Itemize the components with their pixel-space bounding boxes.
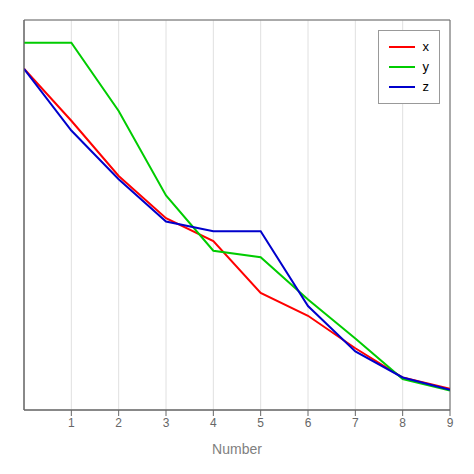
- html-text:z: z: [422, 79, 429, 94]
- html-text:y: y: [422, 59, 429, 74]
- svg-text:6: 6: [305, 416, 312, 430]
- svg-text:Number: Number: [212, 441, 262, 457]
- svg-text:9: 9: [447, 416, 454, 430]
- svg-text:7: 7: [352, 416, 359, 430]
- svg-text:4: 4: [210, 416, 217, 430]
- html-text:x: x: [422, 39, 429, 54]
- svg-text:8: 8: [399, 416, 406, 430]
- svg-text:2: 2: [115, 416, 122, 430]
- svg-text:1: 1: [68, 416, 75, 430]
- svg-text:3: 3: [163, 416, 170, 430]
- svg-text:5: 5: [257, 416, 264, 430]
